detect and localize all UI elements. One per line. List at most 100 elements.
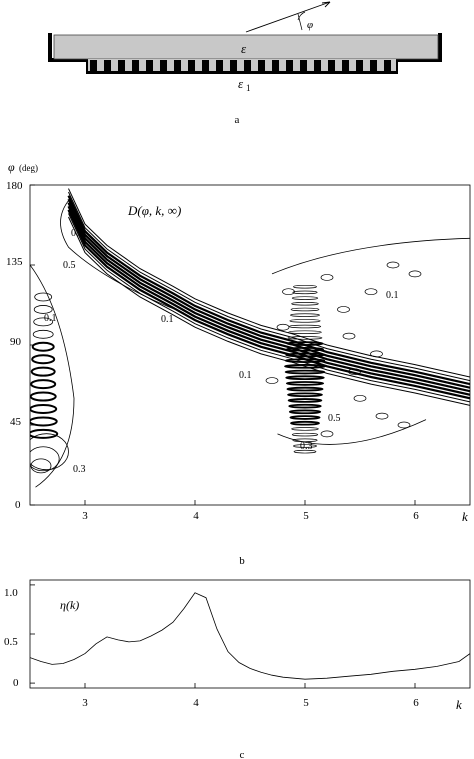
central-contour (290, 307, 320, 312)
side-contour (408, 270, 422, 278)
left-lobe-contour (30, 404, 58, 414)
side-contour (370, 350, 383, 358)
grating-tooth (188, 60, 195, 72)
x-tick-4: 4 (193, 510, 199, 522)
contour-label: 0.3 (71, 228, 84, 239)
y-axis-label-c: η(k) (60, 598, 79, 612)
central-contour (287, 392, 323, 398)
left-lobe-contour (30, 458, 52, 474)
epsilon1-subscript: 1 (246, 83, 251, 93)
y-tick-180: 180 (6, 180, 23, 192)
left-lobe-contour (30, 416, 58, 427)
grating-tooth (230, 60, 237, 72)
central-contour (288, 409, 322, 415)
contour-label: 0.1 (161, 314, 174, 325)
side-contour (342, 332, 356, 340)
waveguide-frame (48, 33, 442, 74)
left-lobe-contour (33, 305, 53, 314)
grating-tooth (286, 60, 293, 72)
x-axis-label-b: k (462, 509, 468, 524)
caption-a: a (235, 114, 240, 126)
epsilon-label: ε (241, 41, 247, 56)
grating-tooth (216, 60, 223, 72)
plot-title-b: D(φ, k, ∞) (127, 203, 181, 218)
grating-tooth (258, 60, 265, 72)
central-contour (291, 296, 319, 300)
angle-ref-line (297, 13, 303, 31)
contour-label: 0.3 (73, 464, 86, 475)
contour-label: 0.5 (328, 413, 341, 424)
left-lobe-contour (30, 366, 56, 377)
side-contour (282, 288, 295, 296)
grating-tooth (342, 60, 349, 72)
arrow-head-icon (321, 1, 331, 8)
side-contour (348, 368, 361, 376)
grating-tooth (244, 60, 251, 72)
left-lobe-contour (32, 329, 54, 339)
grating-tooth (160, 60, 167, 72)
left-lobe-contour (31, 354, 56, 365)
plot-frame-c (29, 579, 471, 689)
central-contour (291, 432, 319, 437)
contour-label: 0.5 (63, 260, 76, 271)
central-contour (287, 398, 323, 403)
x-axis-label-c: k (456, 697, 462, 712)
x-tick-3-c: 3 (82, 697, 88, 709)
central-contour (288, 403, 322, 409)
grating-tooth (300, 60, 307, 72)
y-axis-unit-b: (deg) (19, 163, 38, 173)
grating-tooth (90, 60, 97, 72)
y-tick-0: 0 (13, 677, 19, 689)
side-contour (375, 412, 389, 420)
central-contour (287, 336, 323, 340)
central-contour (290, 313, 320, 317)
left-lobe-contour (30, 379, 57, 390)
central-contour (293, 444, 317, 448)
y-tick-1.0: 1.0 (4, 587, 18, 599)
y-tick-90: 90 (10, 336, 22, 348)
x-tick-3: 3 (82, 510, 88, 522)
grating-tooth (272, 60, 279, 72)
outer-envelope (277, 419, 427, 445)
left-envelope (30, 264, 75, 488)
grating-tooth (328, 60, 335, 72)
ridge-contour (67, 209, 470, 400)
central-contour (284, 358, 326, 363)
side-contour (364, 288, 378, 296)
grating-teeth (90, 60, 391, 72)
grating-tooth (356, 60, 363, 72)
side-contour (386, 261, 400, 269)
ridge-envelope (60, 198, 185, 314)
left-lobe-contour (33, 317, 54, 327)
contour-label: 0.1 (44, 313, 57, 324)
side-contour (276, 323, 290, 331)
grating-tooth (370, 60, 377, 72)
central-contour (288, 330, 322, 334)
ridge-contour (68, 191, 470, 382)
x-tick-4-c: 4 (193, 697, 199, 709)
y-axis-label-b: φ (8, 160, 15, 174)
ridge-contour (67, 202, 470, 393)
side-contour (320, 274, 334, 281)
central-contour (285, 352, 325, 358)
central-contour (285, 346, 325, 352)
grating-tooth (118, 60, 125, 72)
central-contour (285, 381, 325, 386)
ridge-contour (68, 213, 470, 403)
contour-label: 0.1 (239, 370, 252, 381)
epsilon1-label: ε (238, 76, 244, 91)
left-lobe-contour (31, 341, 55, 352)
contour-label: 0.3 (300, 441, 313, 452)
outer-envelope (271, 237, 470, 275)
side-contour (320, 430, 334, 438)
left-lobe-contour (30, 433, 69, 471)
y-tick-135: 135 (6, 256, 23, 268)
left-lobe-contour (34, 292, 53, 302)
side-contour (337, 306, 350, 313)
central-contour (284, 369, 326, 375)
ridge-contour (67, 205, 470, 396)
axis-ticks-b (30, 184, 416, 506)
y-tick-0.5: 0.5 (4, 636, 18, 648)
panel-c-line-plot: η(k) 1.0 0.5 0 3 4 5 6 k c (4, 579, 471, 759)
